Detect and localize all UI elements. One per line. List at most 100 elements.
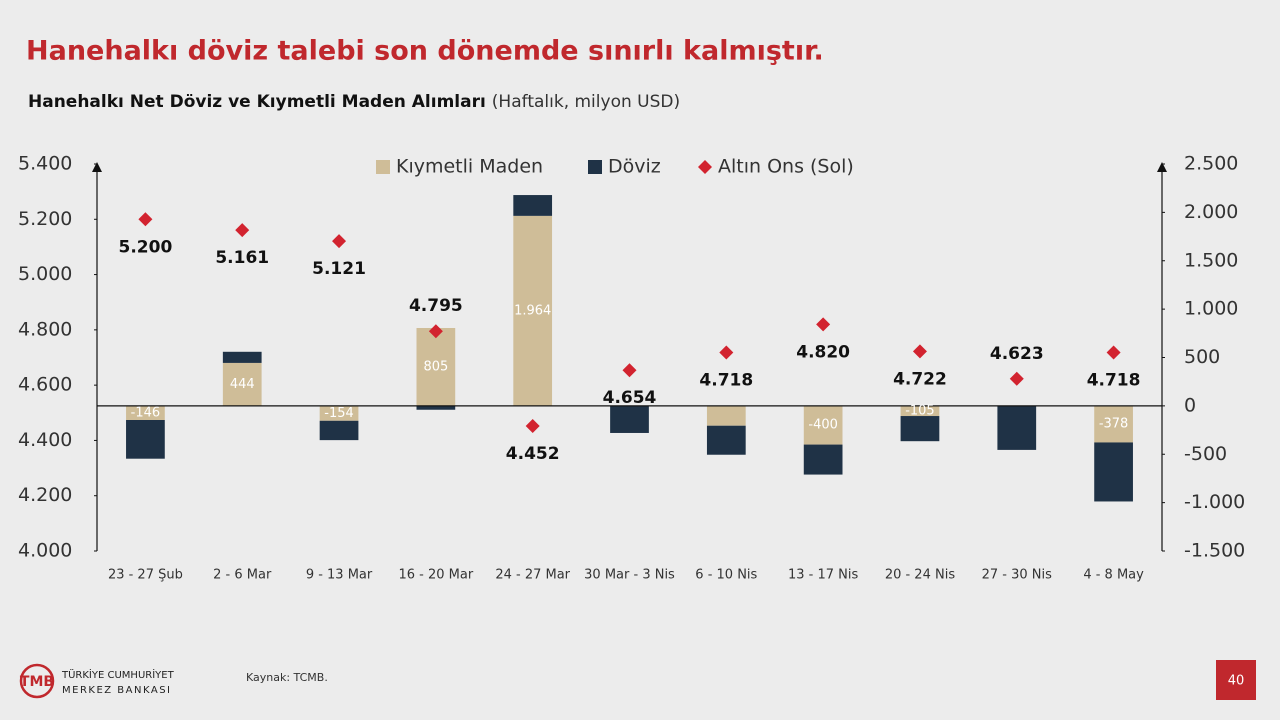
x-tick-label: 13 - 17 Nis	[788, 568, 859, 583]
bar-segment	[416, 327, 456, 406]
y-tick-label: 5.400	[18, 153, 72, 175]
logo-line2: MERKEZ BANKASI	[62, 685, 172, 696]
x-tick-label: 2 - 6 Mar	[213, 568, 272, 583]
gold-point	[816, 317, 831, 332]
x-tick-label: 30 Mar - 3 Nis	[584, 568, 675, 583]
legend-marker	[376, 160, 390, 174]
x-tick-label: 9 - 13 Mar	[306, 568, 373, 583]
bar-segment	[513, 195, 553, 216]
legend-label: Döviz	[608, 156, 661, 178]
gold-point	[622, 363, 637, 378]
legend-label: Kıymetli Maden	[396, 156, 543, 178]
point-label: 4.820	[796, 342, 850, 362]
logo: TMB TÜRKİYE CUMHURİYET MERKEZ BANKASI	[19, 663, 175, 699]
point-label: 4.722	[893, 369, 947, 389]
bar-segment	[416, 405, 456, 410]
gold-point	[525, 419, 540, 434]
y2-tick-label: 0	[1184, 394, 1196, 416]
x-tick-label: 6 - 10 Nis	[695, 568, 757, 583]
gold-point	[912, 344, 927, 359]
x-tick-label: 24 - 27 Mar	[495, 568, 570, 583]
y-axis-arrow	[92, 162, 102, 172]
y2-tick-label: 2.000	[1184, 201, 1238, 223]
y2-tick-label: 1.000	[1184, 298, 1238, 320]
gold-point	[1106, 345, 1121, 360]
bar-segment	[803, 405, 843, 445]
point-label: 5.161	[215, 248, 269, 268]
subtitle-note: (Haftalık, milyon USD)	[492, 92, 680, 112]
gold-point	[1009, 371, 1024, 386]
y2-tick-label: 1.500	[1184, 249, 1238, 271]
y-tick-label: 4.200	[18, 484, 72, 506]
bar-segment	[126, 405, 165, 421]
bar-segment	[222, 362, 262, 406]
point-label: 4.718	[1087, 371, 1141, 391]
chart-subtitle: Hanehalkı Net Döviz ve Kıymetli Maden Al…	[28, 92, 680, 112]
source: Kaynak: TCMB.	[246, 671, 328, 684]
bar-value-label: 1.964	[514, 303, 551, 318]
x-tick-label: 20 - 24 Nis	[885, 568, 956, 583]
bar-segment	[126, 420, 165, 459]
y-tick-label: 4.000	[18, 540, 72, 562]
bar-segment	[997, 405, 1037, 450]
y2-tick-label: -500	[1184, 443, 1227, 465]
bar-value-label: -154	[324, 406, 354, 421]
point-label: 5.200	[119, 237, 173, 257]
bar-segment	[1094, 442, 1133, 502]
subtitle-main: Hanehalkı Net Döviz ve Kıymetli Maden Al…	[28, 92, 486, 112]
y2-axis-arrow	[1157, 162, 1167, 172]
page-number-box	[1216, 660, 1256, 700]
y2-tick-label: -1.000	[1184, 491, 1245, 513]
gold-point	[428, 324, 443, 339]
page-number: 40	[1228, 674, 1245, 689]
bar-value-label: -400	[808, 418, 838, 433]
y-tick-label: 4.400	[18, 429, 72, 451]
logo-letters: TMB	[20, 674, 54, 690]
y-tick-label: 4.800	[18, 318, 72, 340]
y2-tick-label: 500	[1184, 346, 1220, 368]
point-label: 4.795	[409, 296, 463, 316]
x-tick-label: 23 - 27 Şub	[108, 568, 183, 583]
y2-tick-label: -1.500	[1184, 540, 1245, 562]
bar-segment	[900, 405, 940, 417]
point-label: 4.718	[699, 371, 753, 391]
bar-value-label: -378	[1099, 417, 1129, 432]
legend-marker	[698, 160, 712, 174]
y-tick-label: 5.200	[18, 208, 72, 230]
x-tick-label: 27 - 30 Nis	[982, 568, 1053, 583]
bar-value-label: 805	[423, 359, 448, 374]
legend-label: Altın Ons (Sol)	[718, 156, 854, 178]
bar-segment	[319, 420, 359, 441]
gold-point	[235, 223, 250, 238]
legend-marker	[588, 160, 602, 174]
gold-point	[138, 212, 153, 227]
bar-value-label: 444	[230, 377, 255, 392]
gold-point	[332, 234, 347, 249]
bar-segment	[803, 444, 843, 475]
gold-point	[719, 345, 734, 360]
point-label: 4.452	[506, 444, 560, 464]
y-tick-label: 5.000	[18, 263, 72, 285]
bar-segment	[706, 405, 746, 426]
bar-segment	[900, 416, 940, 442]
plot: 4.000 4.200 4.400 4.600 4.800 5.000 5.200 5.400…	[18, 153, 1245, 583]
x-tick-label: 4 - 8 May	[1083, 568, 1144, 583]
bar-segment	[222, 351, 262, 363]
y-tick-label: 4.600	[18, 374, 72, 396]
point-label: 4.654	[603, 388, 657, 408]
slide-title: Hanehalkı döviz talebi son dönemde sınır…	[26, 36, 824, 67]
point-label: 4.623	[990, 344, 1044, 364]
bar-segment	[610, 405, 649, 433]
x-tick-label: 16 - 20 Mar	[399, 568, 474, 583]
bar-segment	[706, 425, 746, 455]
logo-mark	[19, 663, 55, 699]
bar-segment	[319, 405, 359, 421]
bar-segment	[1094, 405, 1133, 443]
bar-segment	[513, 215, 553, 406]
bar-value-label: -146	[131, 405, 161, 420]
y2-tick-label: 2.500	[1184, 153, 1238, 175]
point-label: 5.121	[312, 259, 366, 279]
logo-line1: TÜRKİYE CUMHURİYET	[61, 668, 175, 681]
